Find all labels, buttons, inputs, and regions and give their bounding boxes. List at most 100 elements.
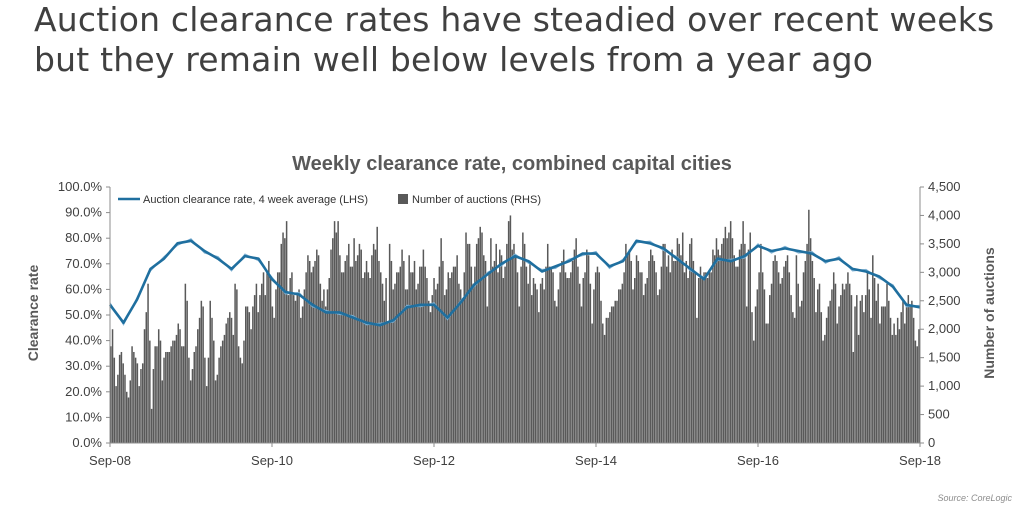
auction-bar bbox=[117, 374, 119, 443]
auction-bar bbox=[145, 312, 148, 443]
auction-bar bbox=[804, 260, 807, 443]
auction-bar bbox=[912, 317, 915, 443]
auction-bar bbox=[225, 323, 227, 443]
auction-bar bbox=[836, 323, 839, 443]
auction-bar bbox=[765, 323, 767, 443]
auction-bar bbox=[246, 306, 249, 443]
auction-bar bbox=[387, 323, 389, 443]
auction-bar bbox=[799, 306, 801, 443]
headline-line-1: Auction clearance rates have steadied ov… bbox=[34, 0, 995, 39]
auction-bar bbox=[706, 278, 709, 443]
auction-bar bbox=[342, 272, 345, 443]
auction-bar bbox=[330, 249, 332, 443]
auction-bar bbox=[857, 334, 860, 443]
y-tick-label-left: 0.0% bbox=[72, 435, 102, 450]
auction-bar bbox=[870, 317, 872, 443]
auction-bar bbox=[197, 329, 199, 443]
auction-bar bbox=[351, 266, 354, 443]
auction-bar bbox=[245, 306, 247, 443]
auction-bar bbox=[628, 249, 631, 443]
auction-bar bbox=[415, 289, 418, 443]
auction-bar bbox=[115, 386, 117, 443]
auction-bar bbox=[276, 272, 279, 443]
auction-bar bbox=[332, 238, 334, 443]
auction-bar bbox=[451, 272, 453, 443]
auction-bar bbox=[307, 255, 309, 443]
auction-bar bbox=[499, 249, 501, 443]
auction-bar bbox=[198, 317, 201, 443]
auction-bar bbox=[644, 283, 647, 443]
auction-bar bbox=[571, 260, 574, 443]
y-tick-label-right: 4,500 bbox=[928, 179, 961, 194]
auction-bar bbox=[662, 243, 664, 443]
auction-bar bbox=[431, 295, 434, 443]
auction-bar bbox=[813, 278, 815, 443]
auction-bar bbox=[456, 255, 458, 443]
auction-bar bbox=[797, 283, 799, 443]
auction-bar bbox=[582, 278, 585, 443]
auction-bar bbox=[271, 306, 274, 443]
auction-bar bbox=[916, 346, 918, 443]
auction-bar bbox=[852, 351, 855, 443]
auction-bar bbox=[188, 357, 190, 443]
auction-bar bbox=[630, 260, 632, 443]
auction-bar bbox=[692, 260, 695, 443]
auction-bar bbox=[875, 300, 878, 443]
auction-bar bbox=[316, 249, 318, 443]
auction-bar bbox=[697, 278, 700, 443]
auction-bar bbox=[578, 283, 581, 443]
y-tick-label-right: 3,500 bbox=[928, 236, 961, 251]
auction-bar bbox=[699, 266, 702, 443]
auction-bar bbox=[149, 340, 151, 443]
x-tick-label: Sep-08 bbox=[89, 453, 131, 468]
auction-bar bbox=[168, 351, 171, 443]
auction-bar bbox=[561, 260, 563, 443]
auction-bar bbox=[687, 278, 689, 443]
auction-bar bbox=[335, 232, 338, 443]
auction-bar bbox=[783, 266, 785, 443]
auction-bar bbox=[356, 255, 359, 443]
x-tick-label: Sep-16 bbox=[737, 453, 779, 468]
headline: Auction clearance rates have steadied ov… bbox=[34, 0, 1014, 80]
auction-bar bbox=[426, 278, 428, 443]
auction-bar bbox=[463, 272, 465, 443]
auction-bar bbox=[296, 295, 299, 443]
auction-bar bbox=[600, 300, 602, 443]
auction-bar bbox=[806, 243, 808, 443]
auction-bar bbox=[303, 289, 306, 443]
auction-bar bbox=[120, 351, 123, 443]
auction-bar bbox=[131, 346, 133, 443]
auction-bar bbox=[436, 283, 439, 443]
auction-bar bbox=[683, 272, 686, 443]
auction-bar bbox=[413, 260, 416, 443]
auction-bar bbox=[904, 323, 906, 443]
auction-bar bbox=[205, 386, 208, 443]
auction-bar bbox=[141, 363, 144, 443]
auction-bar bbox=[825, 317, 828, 443]
auction-bars bbox=[110, 209, 920, 443]
auction-bar bbox=[888, 300, 890, 443]
auction-bar bbox=[403, 260, 405, 443]
auction-bar bbox=[545, 266, 547, 443]
auction-bar bbox=[364, 272, 366, 443]
y-axis-label-right: Number of auctions bbox=[981, 247, 997, 379]
auction-bar bbox=[770, 283, 773, 443]
auction-bar bbox=[808, 209, 810, 443]
auction-bar bbox=[838, 306, 840, 443]
auction-bar bbox=[564, 272, 567, 443]
y-tick-label-left: 50.0% bbox=[65, 307, 102, 322]
auction-bar bbox=[324, 306, 327, 443]
auction-bar bbox=[598, 272, 600, 443]
auction-bar bbox=[156, 346, 158, 443]
auction-bar bbox=[266, 272, 268, 443]
auction-bar bbox=[523, 243, 526, 443]
auction-bar bbox=[417, 283, 419, 443]
auction-bar bbox=[298, 289, 300, 443]
auction-bar bbox=[353, 238, 355, 443]
y-tick-label-left: 100.0% bbox=[58, 179, 103, 194]
auction-bar bbox=[440, 238, 442, 443]
auction-bar bbox=[458, 283, 460, 443]
auction-bar bbox=[259, 295, 261, 443]
auction-bar bbox=[893, 323, 895, 443]
auction-bar bbox=[848, 283, 851, 443]
